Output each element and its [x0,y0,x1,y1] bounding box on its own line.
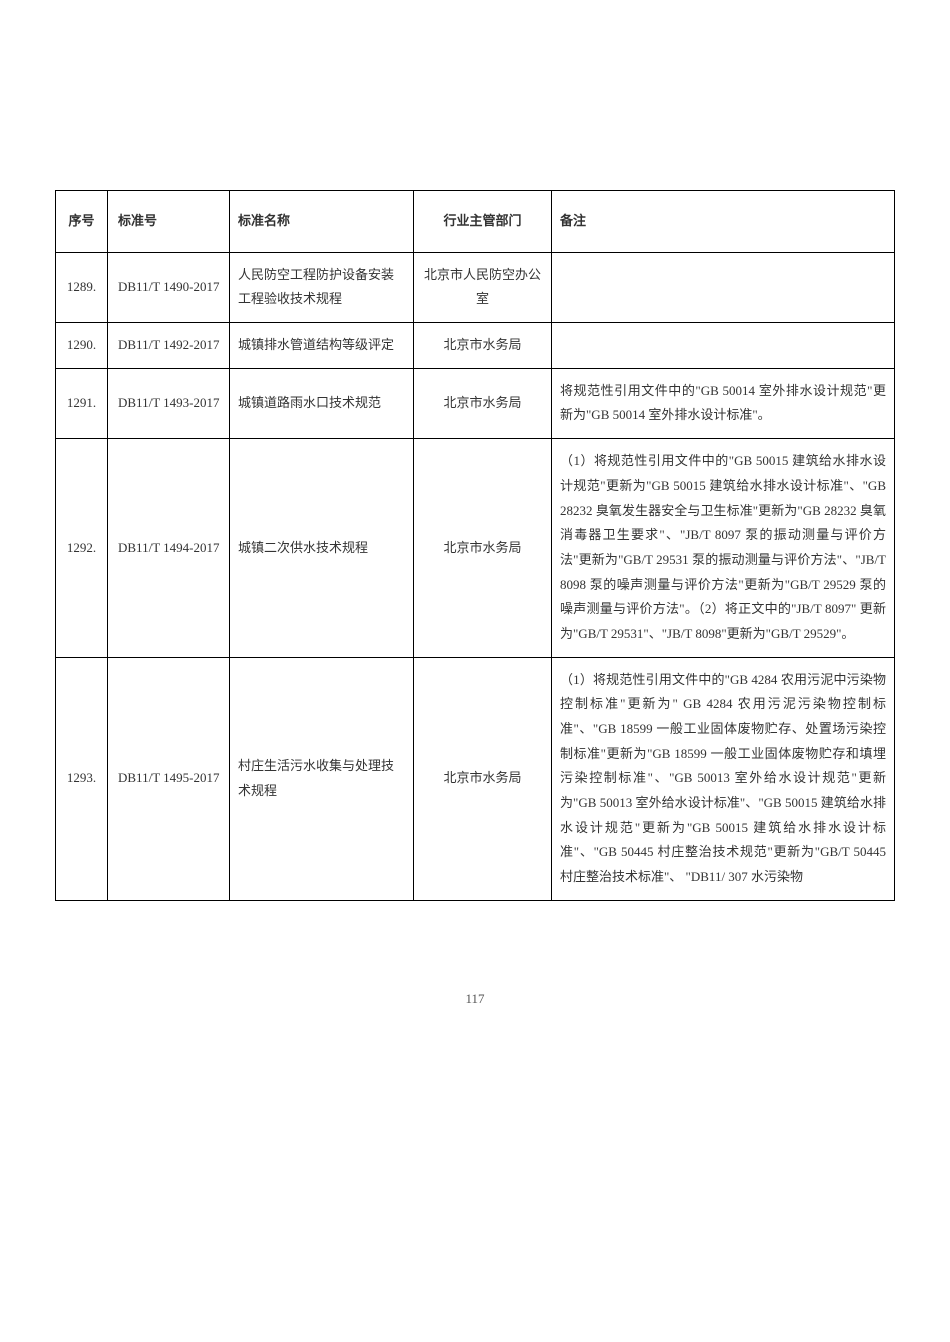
cell-note: （1）将规范性引用文件中的"GB 50015 建筑给水排水设计规范"更新为"GB… [552,439,895,658]
cell-dept: 北京市水务局 [414,368,552,438]
page-number: 117 [55,991,895,1007]
cell-code: DB11/T 1494-2017 [108,439,230,658]
header-seq: 序号 [56,191,108,253]
header-name: 标准名称 [230,191,414,253]
header-code: 标准号 [108,191,230,253]
header-dept: 行业主管部门 [414,191,552,253]
cell-seq: 1289. [56,252,108,322]
cell-code: DB11/T 1490-2017 [108,252,230,322]
cell-code: DB11/T 1495-2017 [108,657,230,900]
table-header-row: 序号 标准号 标准名称 行业主管部门 备注 [56,191,895,253]
cell-note: 将规范性引用文件中的"GB 50014 室外排水设计规范"更新为"GB 5001… [552,368,895,438]
cell-dept: 北京市水务局 [414,439,552,658]
table-row: 1293. DB11/T 1495-2017 村庄生活污水收集与处理技术规程 北… [56,657,895,900]
table-row: 1289. DB11/T 1490-2017 人民防空工程防护设备安装工程验收技… [56,252,895,322]
cell-name: 村庄生活污水收集与处理技术规程 [230,657,414,900]
cell-note: （1）将规范性引用文件中的"GB 4284 农用污泥中污染物控制标准"更新为" … [552,657,895,900]
cell-note [552,252,895,322]
table-row: 1291. DB11/T 1493-2017 城镇道路雨水口技术规范 北京市水务… [56,368,895,438]
table-row: 1292. DB11/T 1494-2017 城镇二次供水技术规程 北京市水务局… [56,439,895,658]
cell-dept: 北京市水务局 [414,657,552,900]
cell-code: DB11/T 1492-2017 [108,323,230,369]
cell-name: 人民防空工程防护设备安装工程验收技术规程 [230,252,414,322]
cell-dept: 北京市人民防空办公室 [414,252,552,322]
cell-note [552,323,895,369]
cell-code: DB11/T 1493-2017 [108,368,230,438]
standards-table: 序号 标准号 标准名称 行业主管部门 备注 1289. DB11/T 1490-… [55,190,895,901]
cell-seq: 1291. [56,368,108,438]
cell-seq: 1290. [56,323,108,369]
cell-name: 城镇道路雨水口技术规范 [230,368,414,438]
cell-dept: 北京市水务局 [414,323,552,369]
cell-seq: 1293. [56,657,108,900]
cell-seq: 1292. [56,439,108,658]
cell-name: 城镇二次供水技术规程 [230,439,414,658]
header-note: 备注 [552,191,895,253]
table-body: 1289. DB11/T 1490-2017 人民防空工程防护设备安装工程验收技… [56,252,895,900]
cell-name: 城镇排水管道结构等级评定 [230,323,414,369]
table-row: 1290. DB11/T 1492-2017 城镇排水管道结构等级评定 北京市水… [56,323,895,369]
